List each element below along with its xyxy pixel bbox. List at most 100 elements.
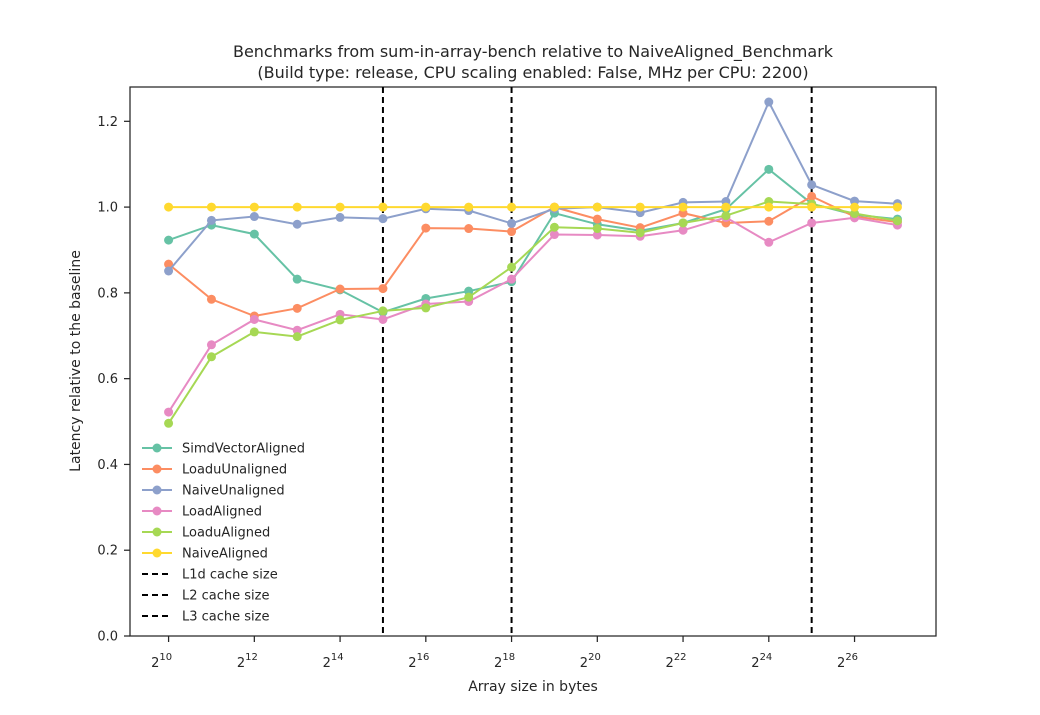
x-tick-label: 210: [151, 652, 172, 671]
x-tick-label: 212: [237, 652, 258, 671]
legend-label: LoadAligned: [182, 505, 262, 520]
series-line: [167, 200, 898, 424]
data-point: [164, 407, 174, 417]
data-point: [507, 262, 517, 272]
cache-size-lines: [381, 87, 813, 636]
legend-label: LoaduUnaligned: [182, 463, 287, 478]
data-point: [549, 222, 559, 232]
data-point: [807, 218, 817, 228]
x-tick-label: 214: [323, 652, 344, 671]
data-point: [721, 211, 731, 221]
legend-item: LoaduAligned: [142, 526, 270, 541]
series-layer: [164, 97, 902, 428]
data-point: [249, 212, 259, 222]
data-point: [678, 218, 688, 228]
data-point: [164, 259, 174, 269]
data-point: [892, 202, 902, 212]
data-point: [592, 230, 602, 240]
data-point: [635, 202, 645, 212]
y-tick-label: 1.2: [97, 115, 118, 130]
data-point: [850, 209, 860, 219]
data-point: [206, 294, 216, 304]
data-point: [335, 315, 345, 325]
data-point: [592, 202, 602, 212]
legend-item: L3 cache size: [142, 610, 269, 625]
y-tick-label: 0.8: [97, 286, 118, 301]
y-axis-ticks: 0.0 0.2 0.4 0.6 0.8 1.0 1.2: [97, 115, 130, 645]
data-point: [464, 292, 474, 302]
data-point: [421, 202, 431, 212]
legend-swatch-marker: [152, 464, 162, 474]
x-tick-label: 218: [494, 652, 515, 671]
legend-label: L1d cache size: [182, 568, 278, 583]
series-LoaduAligned: [164, 197, 902, 428]
legend-label: NaiveUnaligned: [182, 484, 285, 499]
data-point: [292, 332, 302, 342]
legend-swatch-marker: [152, 485, 162, 495]
data-point: [378, 306, 388, 316]
legend-swatch-marker: [152, 443, 162, 453]
data-point: [592, 214, 602, 224]
legend-item: L2 cache size: [142, 589, 269, 604]
y-tick-label: 0.4: [97, 458, 118, 473]
y-tick-label: 0.2: [97, 544, 118, 559]
legend-swatch-marker: [152, 527, 162, 537]
data-point: [464, 224, 474, 234]
data-point: [549, 230, 559, 240]
data-point: [164, 202, 174, 212]
legend-swatch-marker: [152, 548, 162, 558]
data-point: [549, 202, 559, 212]
y-tick-label: 0.0: [97, 630, 118, 645]
data-point: [764, 237, 774, 247]
data-point: [678, 225, 688, 235]
legend-item: L1d cache size: [142, 568, 278, 583]
data-point: [507, 274, 517, 284]
data-point: [464, 202, 474, 212]
legend-label: L3 cache size: [182, 610, 269, 625]
data-point: [507, 202, 517, 212]
data-point: [421, 303, 431, 313]
data-point: [292, 274, 302, 284]
data-point: [421, 223, 431, 233]
data-point: [335, 212, 345, 222]
data-point: [635, 228, 645, 238]
data-point: [764, 202, 774, 212]
data-point: [507, 227, 517, 237]
x-axis-label: Array size in bytes: [468, 679, 598, 695]
data-point: [807, 202, 817, 212]
data-point: [206, 352, 216, 362]
legend-item: NaiveUnaligned: [142, 484, 285, 499]
data-point: [807, 180, 817, 190]
data-point: [164, 235, 174, 245]
data-point: [764, 97, 774, 107]
series-line: [168, 167, 898, 314]
x-tick-label: 226: [837, 652, 858, 671]
data-point: [292, 202, 302, 212]
chart-title: Benchmarks from sum-in-array-bench relat…: [233, 42, 834, 62]
data-point: [850, 202, 860, 212]
y-tick-label: 0.6: [97, 372, 118, 387]
data-point: [678, 202, 688, 212]
x-tick-label: 220: [580, 652, 601, 671]
data-point: [292, 303, 302, 313]
series-line: [167, 195, 898, 318]
data-point: [335, 284, 345, 294]
series-line: [167, 216, 898, 413]
data-point: [164, 418, 174, 428]
y-tick-label: 1.0: [97, 201, 118, 216]
legend-item: NaiveAligned: [142, 547, 268, 562]
data-point: [206, 340, 216, 350]
legend-label: LoaduAligned: [182, 526, 270, 541]
legend-label: L2 cache size: [182, 589, 269, 604]
data-point: [292, 325, 302, 335]
series-SimdVectorAligned: [164, 164, 902, 317]
legend-item: LoaduUnaligned: [142, 463, 287, 478]
data-point: [292, 219, 302, 229]
data-point: [892, 216, 902, 226]
chart-subtitle: (Build type: release, CPU scaling enable…: [257, 63, 808, 82]
data-point: [378, 284, 388, 294]
series-line: [167, 99, 898, 272]
legend-swatch-marker: [152, 506, 162, 516]
data-point: [335, 202, 345, 212]
